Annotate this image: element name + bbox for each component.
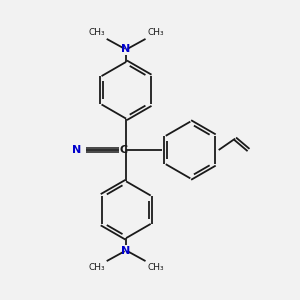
Text: CH₃: CH₃ bbox=[147, 263, 164, 272]
Text: N: N bbox=[122, 44, 131, 54]
Text: CH₃: CH₃ bbox=[147, 28, 164, 37]
Text: N: N bbox=[122, 246, 131, 256]
Text: N: N bbox=[72, 145, 81, 155]
Text: CH₃: CH₃ bbox=[88, 28, 105, 37]
Text: CH₃: CH₃ bbox=[88, 263, 105, 272]
Text: C: C bbox=[119, 145, 128, 155]
